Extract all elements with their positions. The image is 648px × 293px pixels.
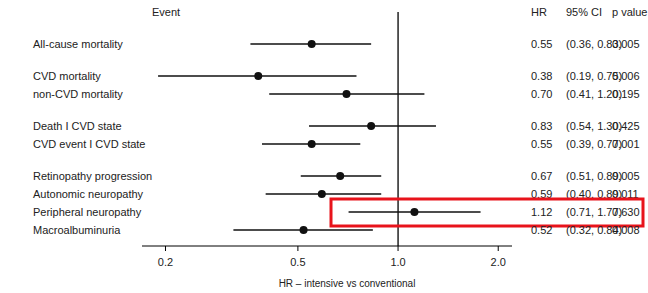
hr-label: 0.70 [531,88,552,100]
event-label: non-CVD mortality [33,88,123,100]
column-header: p value [612,6,647,18]
event-label: CVD mortality [33,70,101,82]
x-tick [498,246,499,251]
hr-point [410,208,418,216]
hr-point [343,90,351,98]
column-header: HR [531,6,547,18]
p-label: 0.006 [612,70,640,82]
event-label: Retinopathy progression [33,170,152,182]
hr-point [300,226,308,234]
reference-line [397,12,398,246]
x-axis-label: HR – intensive vs conventional [279,278,416,289]
hr-label: 0.38 [531,70,552,82]
x-tick-label: 0.5 [290,256,305,268]
x-tick-label: 2.0 [491,256,506,268]
hr-label: 0.67 [531,170,552,182]
hr-label: 0.83 [531,120,552,132]
highlight-box [331,199,643,226]
x-tick-label: 1.0 [390,256,405,268]
p-label: 0.195 [612,88,640,100]
p-label: 0.630 [612,206,640,218]
event-label: CVD event I CVD state [33,138,146,150]
hr-label: 0.52 [531,224,552,236]
p-label: 0.005 [612,170,640,182]
hr-label: 1.12 [531,206,552,218]
hr-point [336,172,344,180]
plot-marks [158,40,480,234]
hr-point [308,140,316,148]
hr-label: 0.55 [531,138,552,150]
x-tick [165,246,166,251]
p-label: 0.008 [612,224,640,236]
p-label: 0.005 [612,38,640,50]
hr-point [254,72,262,80]
event-label: Peripheral neuropathy [33,206,142,218]
column-header: 95% CI [566,6,602,18]
event-label: Autonomic neuropathy [33,188,144,200]
chart: Event HR 95% CI p value 0.2 0.5 1.0 2.0 HR – int… [0,0,648,293]
hr-point [308,40,316,48]
event-label: Macroalbuminuria [33,224,121,236]
x-tick-label: 0.2 [158,256,173,268]
p-label: 0.425 [612,120,640,132]
event-label: All-cause mortality [33,38,123,50]
hr-label: 0.55 [531,38,552,50]
x-tick [297,246,298,251]
x-tick [398,246,399,251]
hr-point [367,122,375,130]
x-axis [142,246,512,247]
p-label: 0.001 [612,138,640,150]
event-label: Death I CVD state [33,120,122,132]
column-header: Event [152,6,180,18]
hr-point [318,190,326,198]
